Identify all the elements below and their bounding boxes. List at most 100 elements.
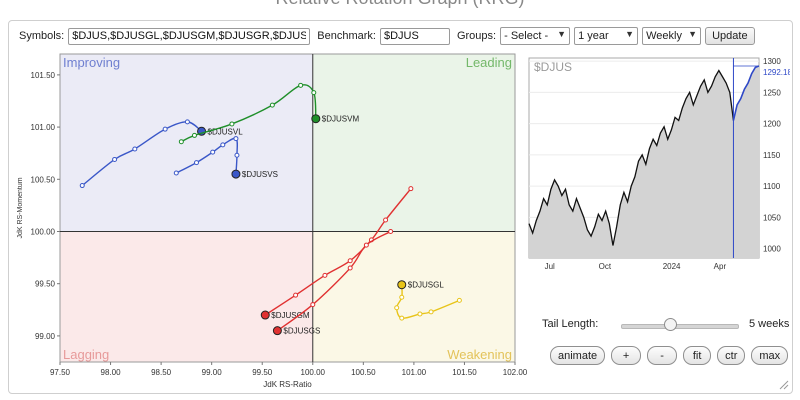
series-point xyxy=(408,186,414,192)
price-chart: 1000 1050 1100 1150 1200 1250 1300 1292.18 Jul Oc… xyxy=(528,57,790,271)
y-tick-label: 101.00 xyxy=(31,123,56,132)
x-tick-label: 97.50 xyxy=(50,368,71,377)
series-point xyxy=(311,90,317,96)
series-point xyxy=(363,242,369,248)
mini-y-tick-label: 1200 xyxy=(763,120,781,129)
y-axis-label: JdK RS-Momentum xyxy=(17,177,24,238)
benchmark-label: Benchmark: xyxy=(317,30,376,42)
x-tick-label: 98.00 xyxy=(101,368,122,377)
x-tick-label: 102.00 xyxy=(503,368,528,377)
y-tick-label: 99.00 xyxy=(35,332,56,341)
series-point xyxy=(210,149,216,155)
groups-select[interactable]: - Select - ▼ xyxy=(500,27,571,45)
quadrant-leading xyxy=(312,54,515,232)
chevron-down-icon: ▼ xyxy=(688,29,698,39)
series-label: $DJUSVL xyxy=(208,127,244,136)
quadrant-label-weakening: Weakening xyxy=(447,347,512,362)
quadrant-label-leading: Leading xyxy=(466,55,512,70)
series-point xyxy=(269,102,275,108)
mini-price-line xyxy=(528,69,735,246)
update-button[interactable]: Update xyxy=(705,27,755,45)
animate-button[interactable]: animate xyxy=(550,346,606,365)
quadrant-lagging xyxy=(60,231,313,362)
y-tick-label: 100.50 xyxy=(31,175,56,184)
frequency-select-value: Weekly xyxy=(646,30,682,42)
series-point xyxy=(79,183,85,189)
series-point xyxy=(184,119,190,125)
series-point xyxy=(112,156,118,162)
mini-x-tick-label: Apr xyxy=(714,262,727,271)
series-point xyxy=(194,160,199,166)
y-tick-label: 101.50 xyxy=(31,71,56,80)
series-label: $DJUSGL xyxy=(408,281,445,290)
mini-x-tick-label: 2024 xyxy=(663,262,681,271)
series-point xyxy=(132,146,138,152)
period-select[interactable]: 1 year ▼ xyxy=(574,27,639,45)
plot-border xyxy=(59,53,516,363)
series-label: $DJUSVS xyxy=(242,170,278,179)
max-button[interactable]: max xyxy=(751,346,789,365)
series-point xyxy=(388,228,394,234)
mini-x-tick-label: Oct xyxy=(599,262,612,271)
symbols-input[interactable] xyxy=(68,27,311,45)
quadrant-label-improving: Improving xyxy=(63,55,120,70)
series-point xyxy=(347,258,353,264)
zoom-out-button[interactable]: - xyxy=(647,346,678,365)
mini-x-tick-label: Jul xyxy=(545,262,555,271)
zoom-in-button[interactable]: + xyxy=(611,346,642,365)
y-tick-label: 100.00 xyxy=(31,227,56,236)
series-point xyxy=(234,152,240,158)
mini-y-tick-label: 1300 xyxy=(763,57,781,66)
mini-y-tick-label: 1150 xyxy=(763,151,781,160)
chevron-down-icon: ▼ xyxy=(625,29,635,39)
series-head-point xyxy=(272,326,282,336)
symbols-label: Symbols: xyxy=(19,30,65,42)
series-point xyxy=(394,305,400,311)
x-tick-label: 101.50 xyxy=(452,368,477,377)
series-point xyxy=(298,82,304,88)
series-point xyxy=(173,170,179,176)
tail-length-value: 5 weeks xyxy=(749,318,790,330)
series-label: $DJUSVM xyxy=(322,115,360,124)
series-point xyxy=(417,311,423,317)
series-point xyxy=(347,265,353,271)
series-point xyxy=(233,136,239,142)
series-head-point xyxy=(231,169,241,179)
mini-y-tick-label: 1100 xyxy=(763,182,781,191)
mini-chart-title: $DJUS xyxy=(534,60,572,74)
x-tick-label: 100.00 xyxy=(301,368,326,377)
series-point xyxy=(399,294,405,300)
mini-y-tick-label: 1050 xyxy=(763,213,781,222)
tail-length-slider-handle[interactable] xyxy=(663,318,677,331)
benchmark-input[interactable] xyxy=(379,27,450,45)
x-tick-label: 101.00 xyxy=(402,368,427,377)
quadrant-improving xyxy=(60,54,313,232)
quadrant-label-lagging: Lagging xyxy=(63,347,109,362)
series-point xyxy=(220,142,226,148)
page-title: Relative Rotation Graph (RRG) xyxy=(0,0,800,9)
x-tick-label: 100.50 xyxy=(351,368,376,377)
rrg-chart: Improving Leading Lagging Weakening 97.50 98.… xyxy=(17,53,528,389)
quadrant-weakening xyxy=(312,231,515,362)
series-point xyxy=(178,139,184,145)
fit-button[interactable]: fit xyxy=(683,346,712,365)
resize-grip-icon[interactable] xyxy=(779,380,789,390)
chevron-down-icon: ▼ xyxy=(557,29,567,39)
mini-last-price-label: 1292.18 xyxy=(763,68,790,77)
series-point xyxy=(229,121,235,127)
frequency-select[interactable]: Weekly ▼ xyxy=(642,27,702,45)
center-button[interactable]: ctr xyxy=(717,346,746,365)
chart-controls: animate + - fit ctr max xyxy=(550,346,789,366)
series-label: $DJUSGM xyxy=(271,311,310,320)
series-label: $DJUSGS xyxy=(283,327,320,336)
tail-length-label: Tail Length: xyxy=(542,318,599,330)
series-head-point xyxy=(260,310,270,320)
x-tick-label: 99.50 xyxy=(252,368,273,377)
x-tick-label: 98.50 xyxy=(151,368,172,377)
toolbar: Symbols: Benchmark: Groups: - Select - ▼… xyxy=(19,27,755,45)
series-point xyxy=(310,302,316,308)
groups-select-value: - Select - xyxy=(504,30,549,42)
series-point xyxy=(456,297,462,303)
series-point xyxy=(162,126,168,132)
tail-length-slider-track[interactable] xyxy=(621,324,739,329)
